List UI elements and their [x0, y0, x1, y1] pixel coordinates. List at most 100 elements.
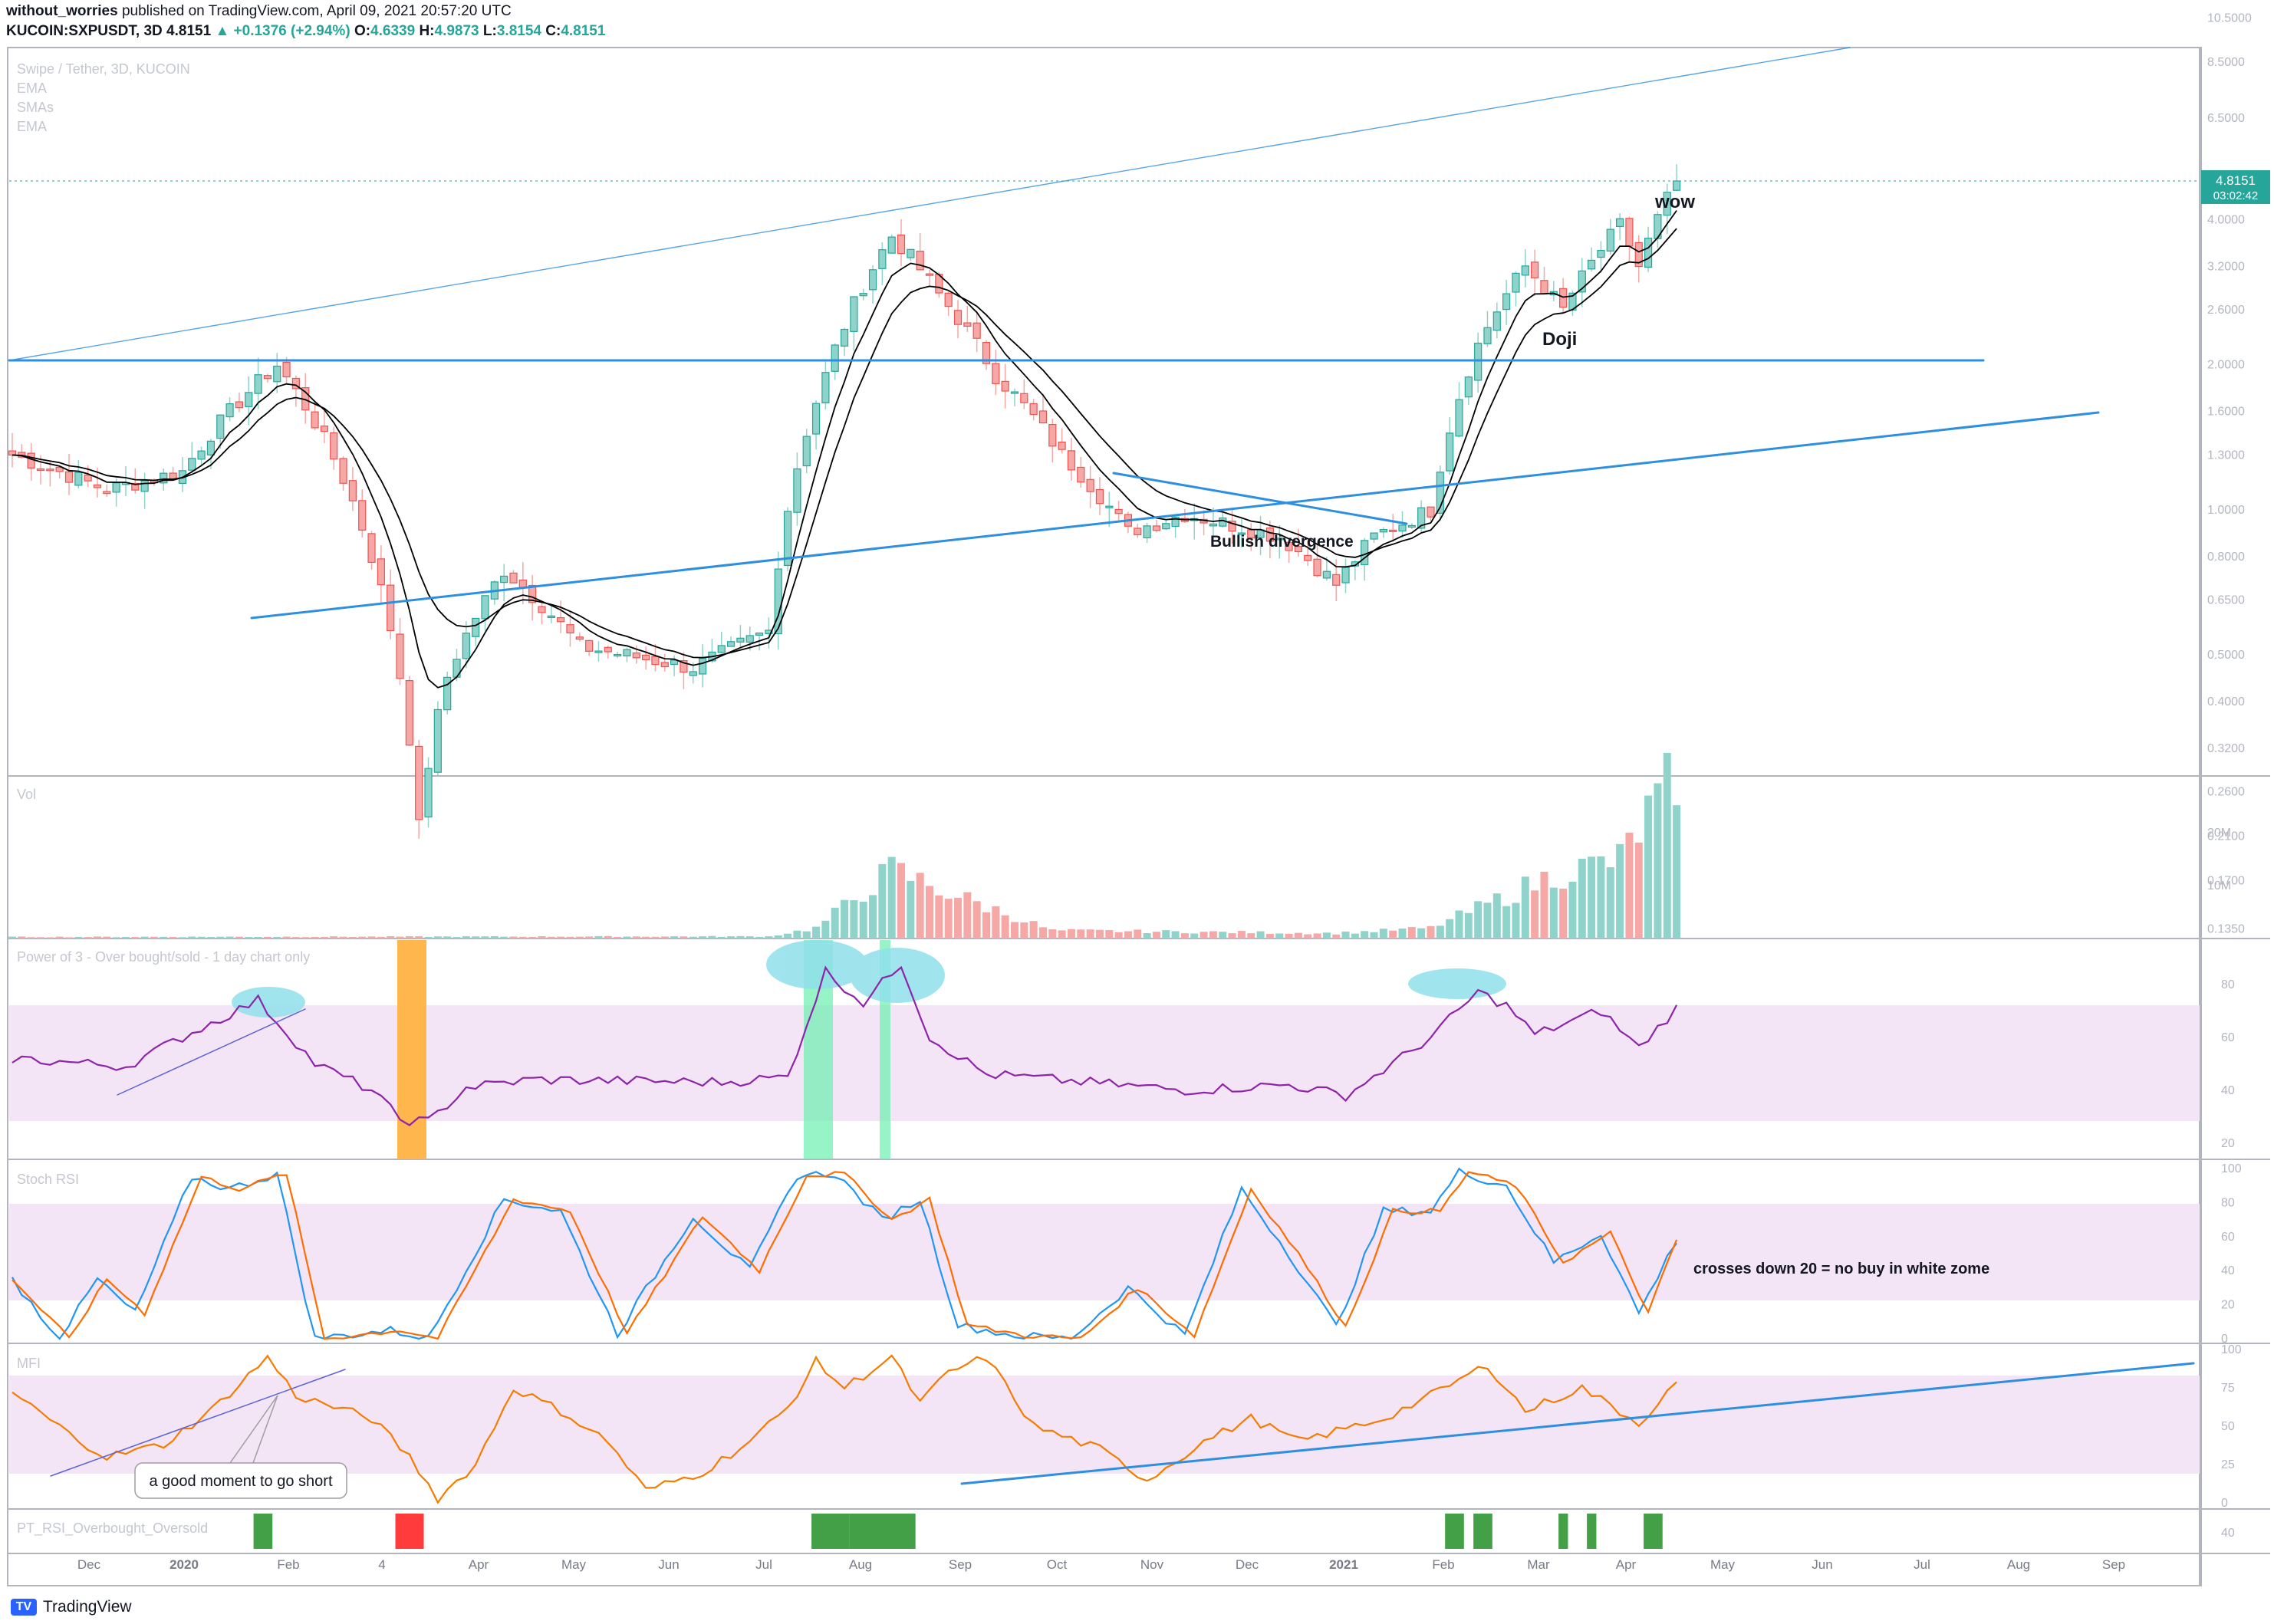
- author-name[interactable]: without_worries: [6, 3, 118, 19]
- volume-bar: [1105, 930, 1114, 939]
- candle-body: [575, 636, 584, 640]
- volume-bar: [518, 936, 527, 939]
- power-axis-label: 20: [2221, 1137, 2235, 1150]
- price-axis-label: 0.4000: [2207, 695, 2245, 708]
- price-axis-label: 3.2000: [2207, 260, 2245, 273]
- candle-body: [1304, 554, 1312, 561]
- candle-body: [604, 646, 612, 653]
- candle-body: [206, 440, 216, 455]
- candle-body: [660, 662, 669, 668]
- symbol-name[interactable]: KUCOIN:SXPUSDT, 3D: [6, 23, 163, 39]
- candle-body: [698, 658, 707, 675]
- candle-body: [689, 671, 697, 676]
- highlight-blob: [1408, 968, 1506, 999]
- candle-body: [1332, 574, 1341, 586]
- volume-bar: [55, 936, 64, 939]
- candle-body: [953, 310, 963, 325]
- support-trend-line[interactable]: [250, 411, 2100, 620]
- candle-body: [1237, 532, 1246, 535]
- volume-bar: [320, 936, 328, 939]
- volume-bar: [1521, 876, 1529, 939]
- legend-title[interactable]: Swipe / Tether, 3D, KUCOIN: [17, 61, 190, 77]
- volume-bar: [954, 897, 962, 939]
- candle-body: [216, 414, 225, 439]
- power-axis-label: 60: [2221, 1031, 2235, 1044]
- price-axis-label: 4.0000: [2207, 214, 2245, 227]
- time-axis-label: Sep: [949, 1557, 972, 1572]
- candle-body: [585, 639, 594, 652]
- candle-body: [160, 472, 168, 484]
- volume-bar: [575, 936, 584, 939]
- candle-body: [1265, 527, 1274, 542]
- legend-ema[interactable]: EMA: [17, 81, 47, 96]
- mfi-axis-label: 25: [2221, 1458, 2235, 1471]
- tradingview-brand[interactable]: TV TradingView: [11, 1598, 132, 1616]
- candle-body: [717, 645, 726, 653]
- time-axis-label: Dec: [1236, 1557, 1259, 1572]
- volume-bar: [727, 936, 736, 939]
- price-axis-label: 8.5000: [2207, 56, 2245, 69]
- candle-body: [1001, 380, 1009, 392]
- volume-axis-label: 20M: [2207, 827, 2231, 840]
- pt-signal-bar: [395, 1514, 424, 1549]
- candle-body: [765, 630, 773, 634]
- short-note: a good moment to go short: [149, 1473, 332, 1490]
- candle-body: [84, 474, 92, 482]
- candle-body: [1048, 423, 1057, 447]
- volume-bar: [472, 936, 480, 939]
- vol-title[interactable]: Vol: [17, 787, 36, 802]
- volume-bar: [736, 935, 745, 939]
- candle-body: [282, 361, 291, 378]
- upper-channel-line[interactable]: [8, 47, 1851, 361]
- ptrsi-title[interactable]: PT_RSI_Overbought_Oversold: [17, 1520, 208, 1537]
- mfi-title[interactable]: MFI: [17, 1356, 41, 1371]
- power-title[interactable]: Power of 3 - Over bought/sold - 1 day ch…: [17, 949, 310, 965]
- power-trend-line[interactable]: [117, 1008, 306, 1096]
- price-axis-label: 0.6500: [2207, 593, 2245, 607]
- candle-body: [755, 632, 764, 636]
- mfi-short-line[interactable]: [50, 1369, 346, 1477]
- candle-body: [1058, 441, 1066, 450]
- volume-bar: [206, 937, 215, 939]
- wow-note: wow: [1654, 192, 1695, 212]
- volume-bar: [1237, 931, 1246, 939]
- candle-body: [55, 466, 64, 472]
- legend-ema-2[interactable]: EMA: [17, 119, 47, 134]
- candle-body: [1086, 478, 1094, 492]
- price-axis-label: 6.5000: [2207, 112, 2245, 125]
- candle-body: [1521, 265, 1529, 276]
- candle-body: [594, 650, 603, 653]
- volume-bar: [131, 937, 140, 939]
- brand-text: TradingView: [43, 1598, 132, 1616]
- candle-body: [1455, 399, 1463, 437]
- volume-bar: [821, 920, 830, 939]
- chart-header: without_worries published on TradingView…: [0, 0, 2274, 43]
- volume-axis-label: 10M: [2207, 879, 2231, 893]
- candle-body: [547, 615, 555, 618]
- time-axis-label: Aug: [849, 1557, 872, 1572]
- tradingview-logo-icon: TV: [11, 1599, 37, 1616]
- volume-bar: [1256, 931, 1265, 939]
- volume-bar: [27, 937, 35, 939]
- candle-body: [1341, 567, 1350, 584]
- volume-bar: [1275, 933, 1284, 939]
- volume-bar: [1304, 934, 1312, 939]
- volume-bar: [1417, 928, 1426, 939]
- legend-smas[interactable]: SMAs: [17, 100, 54, 115]
- volume-bar: [188, 936, 196, 939]
- stoch-title[interactable]: Stoch RSI: [17, 1172, 79, 1187]
- volume-bar: [396, 936, 404, 939]
- candle-body: [1020, 393, 1028, 403]
- stoch-k-line: [12, 1167, 1677, 1340]
- volume-bar: [1038, 927, 1047, 939]
- axes-layer: 10.5000 8.5000 6.5000 4.0000 3.2000 2.6000 2.0…: [77, 12, 2252, 1572]
- pt-signal-bar: [849, 1514, 916, 1549]
- divergence-line[interactable]: [1112, 472, 1408, 525]
- candle-body: [1077, 466, 1085, 483]
- volume-bar: [1001, 915, 1009, 939]
- mfi-trend-line[interactable]: [960, 1362, 2195, 1485]
- price-axis-label: 0.8000: [2207, 551, 2245, 564]
- candle-body: [566, 624, 574, 634]
- volume-bar: [1578, 858, 1586, 939]
